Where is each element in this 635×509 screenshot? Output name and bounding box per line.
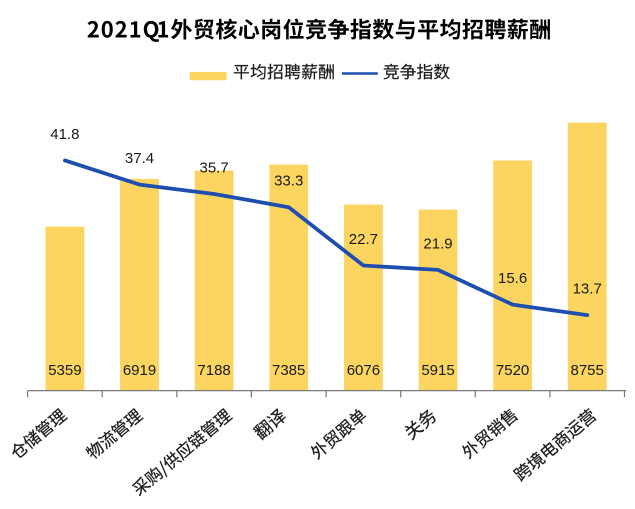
svg-text:15.6: 15.6 xyxy=(498,270,527,287)
svg-text:21.9: 21.9 xyxy=(423,235,452,252)
svg-text:7520: 7520 xyxy=(496,362,529,379)
svg-text:37.4: 37.4 xyxy=(125,150,154,167)
svg-text:35.7: 35.7 xyxy=(199,159,228,176)
svg-text:6076: 6076 xyxy=(347,362,380,379)
svg-text:7188: 7188 xyxy=(197,362,230,379)
svg-text:22.7: 22.7 xyxy=(349,231,378,248)
svg-text:8755: 8755 xyxy=(571,362,604,379)
svg-text:5915: 5915 xyxy=(421,362,454,379)
svg-text:13.7: 13.7 xyxy=(573,281,602,298)
svg-text:33.3: 33.3 xyxy=(274,173,303,190)
svg-text:5359: 5359 xyxy=(48,362,81,379)
svg-text:41.8: 41.8 xyxy=(50,126,79,143)
svg-text:6919: 6919 xyxy=(123,362,156,379)
svg-text:7385: 7385 xyxy=(272,362,305,379)
